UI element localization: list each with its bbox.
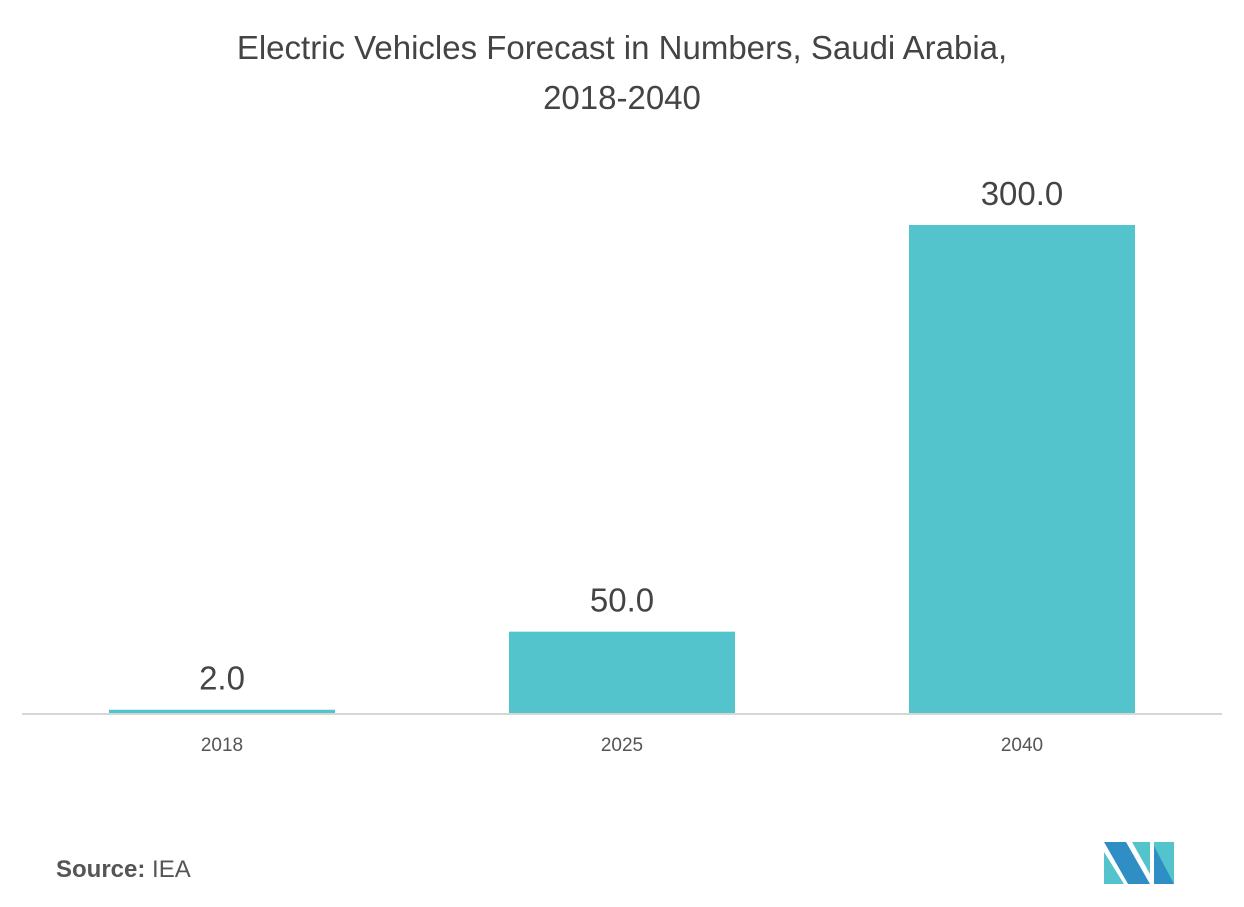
chart-title-line-2: 2018-2040 bbox=[543, 79, 701, 116]
bar-2040 bbox=[909, 225, 1135, 713]
source-label: Source: bbox=[56, 856, 146, 883]
data-label-2025: 50.0 bbox=[590, 582, 654, 619]
x-tick-label-2018: 2018 bbox=[201, 735, 243, 756]
bar-2025 bbox=[509, 631, 735, 713]
data-label-2018: 2.0 bbox=[199, 660, 245, 697]
logo bbox=[1104, 842, 1174, 884]
source-note: Source: IEA bbox=[56, 856, 191, 884]
chart-title-line-1: Electric Vehicles Forecast in Numbers, S… bbox=[236, 29, 1008, 66]
x-tick-label-2040: 2040 bbox=[1001, 735, 1043, 756]
x-tick-label-2025: 2025 bbox=[601, 735, 643, 756]
bar-2018 bbox=[109, 709, 335, 713]
data-label-2040: 300.0 bbox=[981, 175, 1064, 212]
source-value: IEA bbox=[152, 856, 191, 883]
